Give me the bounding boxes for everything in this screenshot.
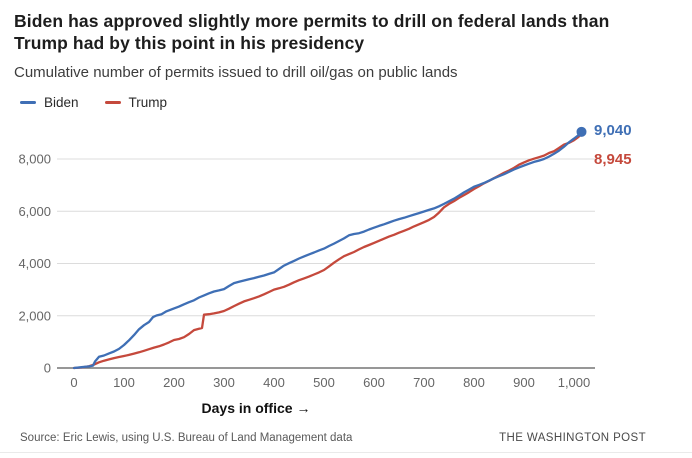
y-tick-label: 6,000 — [18, 204, 51, 219]
x-tick-label: 0 — [70, 375, 77, 390]
legend-item-trump: Trump — [104, 95, 168, 110]
x-axis-title: Days in office → — [201, 400, 311, 416]
trump-end-value-label: 8,945 — [594, 151, 632, 168]
y-tick-label: 8,000 — [18, 152, 51, 167]
x-tick-label: 900 — [513, 375, 535, 390]
x-tick-label: 1,000 — [558, 375, 591, 390]
chart-title-line2: Trump had by this point in his presidenc… — [14, 33, 365, 53]
biden-end-value-label: 9,040 — [594, 122, 632, 139]
legend-label-biden: Biden — [44, 95, 79, 110]
legend: Biden Trump — [20, 95, 167, 110]
x-tick-label: 100 — [113, 375, 135, 390]
biden-line-swatch-icon — [20, 100, 36, 105]
trump-line-swatch-icon — [104, 100, 121, 105]
y-tick-label: 0 — [44, 361, 51, 376]
bottom-divider — [0, 452, 692, 453]
y-tick-label: 4,000 — [18, 256, 51, 271]
x-tick-label: 600 — [363, 375, 385, 390]
chart-subtitle: Cumulative number of permits issued to d… — [14, 64, 458, 81]
biden-end-dot — [576, 126, 587, 137]
chart-title: Biden has approved slightly more permits… — [14, 10, 678, 54]
x-tick-label: 500 — [313, 375, 335, 390]
y-tick-label: 2,000 — [18, 308, 51, 323]
chart-title-line1: Biden has approved slightly more permits… — [14, 11, 610, 31]
x-tick-label: 300 — [213, 375, 235, 390]
x-tick-label: 800 — [463, 375, 485, 390]
legend-item-biden: Biden — [20, 95, 79, 110]
publisher-credit: THE WASHINGTON POST — [499, 432, 646, 444]
source-note: Source: Eric Lewis, using U.S. Bureau of… — [20, 432, 353, 444]
legend-label-trump: Trump — [128, 95, 168, 110]
x-tick-label: 700 — [413, 375, 435, 390]
trump-line — [72, 133, 583, 370]
x-tick-label: 200 — [163, 375, 185, 390]
x-tick-label: 400 — [263, 375, 285, 390]
biden-line — [72, 130, 583, 370]
